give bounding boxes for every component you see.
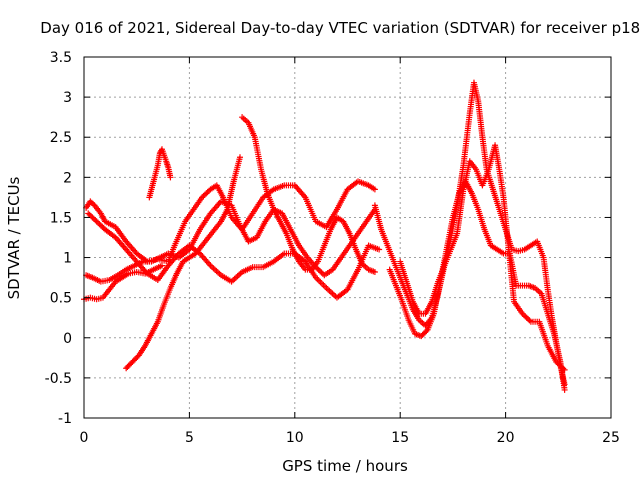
series-trace-d xyxy=(81,262,165,303)
y-axis-label: SDTVAR / TECUs xyxy=(5,176,23,299)
axis-ticks: 0 5 10 15 20 25 -1 -0.5 0 0.5 1 1.5 2 2.5 3 3.5 xyxy=(45,50,620,446)
series-trace-e xyxy=(123,154,243,372)
x-tick-label: 10 xyxy=(286,430,304,446)
data-point xyxy=(376,246,383,253)
plot-frame xyxy=(83,56,612,419)
y-tick-label: 0 xyxy=(63,331,72,347)
series-trace-f xyxy=(239,114,378,275)
x-tick-label: 15 xyxy=(391,430,409,446)
x-tick-label: 0 xyxy=(80,430,89,446)
series-trace-g xyxy=(146,146,174,201)
x-tick-label: 25 xyxy=(602,430,620,446)
grid-lines xyxy=(84,57,611,418)
y-tick-label: -0.5 xyxy=(45,371,72,387)
series-trace-j xyxy=(397,142,568,373)
data-point xyxy=(371,186,378,193)
x-tick-label: 20 xyxy=(497,430,515,446)
y-tick-label: 1.5 xyxy=(50,210,72,226)
y-tick-label: -1 xyxy=(58,411,72,427)
series-trace-i xyxy=(386,178,568,393)
y-tick-label: 0.5 xyxy=(50,291,72,307)
series-trace-b xyxy=(85,210,383,301)
data-point xyxy=(423,328,430,335)
x-tick-label: 5 xyxy=(185,430,194,446)
y-tick-label: 3.5 xyxy=(50,50,72,66)
x-axis-label: GPS time / hours xyxy=(282,457,408,475)
data-point xyxy=(236,154,243,161)
data-point xyxy=(561,366,568,373)
data-point xyxy=(167,174,174,181)
y-tick-label: 2 xyxy=(63,170,72,186)
y-tick-label: 1 xyxy=(63,251,72,267)
data-point xyxy=(158,262,165,269)
chart-title: Day 016 of 2021, Sidereal Day-to-day VTE… xyxy=(40,19,640,37)
y-tick-label: 3 xyxy=(63,90,72,106)
y-tick-label: 2.5 xyxy=(50,130,72,146)
data-points xyxy=(81,79,568,393)
data-point xyxy=(561,386,568,393)
series-trace-h xyxy=(371,79,568,388)
data-point xyxy=(371,268,378,275)
